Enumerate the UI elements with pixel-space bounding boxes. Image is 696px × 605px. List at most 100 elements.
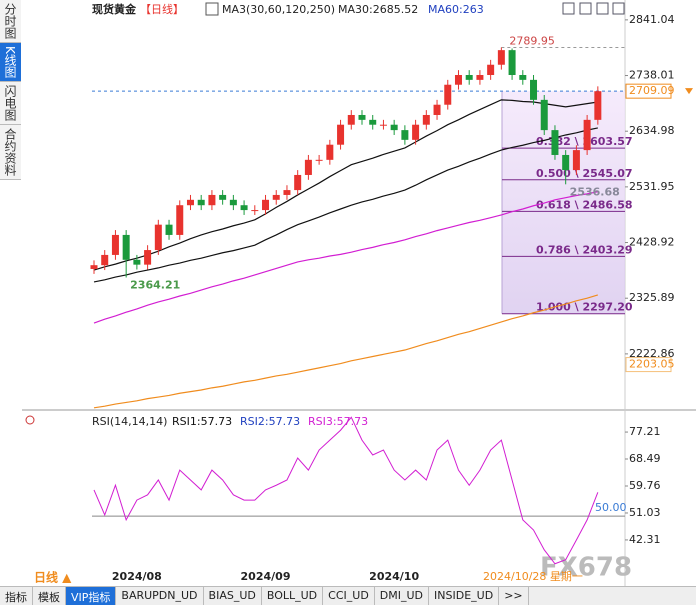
candle-body (111, 234, 119, 255)
indicator: MA3(30,60,120,250) (222, 3, 335, 16)
reference-label: 50.00 (595, 501, 627, 514)
tab[interactable]: 合约资料 (0, 124, 21, 180)
candle-body (326, 144, 334, 160)
rsi-title: RSI(14,14,14) (92, 415, 167, 428)
candle-body (197, 199, 205, 206)
tab[interactable]: BARUPDN_UD (116, 587, 204, 605)
fib-label: 1.000 \ 2297.20 (536, 301, 633, 314)
price-tag (625, 83, 672, 99)
icon[interactable] (612, 2, 625, 15)
candle-body (583, 119, 591, 151)
candle-body (208, 194, 216, 206)
candle-body (358, 114, 366, 120)
period-button[interactable]: 日线 ▲ (34, 570, 72, 585)
candle-body (379, 124, 387, 126)
candle-body (562, 154, 570, 171)
candle-body (165, 224, 173, 235)
candle-body (508, 50, 516, 75)
candle-body (390, 124, 398, 131)
x-tick-label: 2024/10 (369, 570, 419, 583)
price-tag-label: 2709.09 (629, 84, 675, 97)
candle-body (262, 199, 270, 211)
icon[interactable] (596, 2, 609, 15)
candle-body (154, 224, 162, 251)
y-tick-label: 2222.86 (629, 347, 675, 360)
candle-body (122, 234, 130, 260)
x-tick-label: 2024/09 (241, 570, 291, 583)
y-tick-label: 2738.01 (629, 69, 675, 82)
y-tick-label: 59.76 (629, 479, 661, 492)
low-label: 2364.21 (130, 279, 180, 292)
fib-label: 0.618 \ 2486.58 (536, 198, 633, 211)
tab[interactable]: 闪电图 (0, 81, 21, 125)
title: 现货黄金 (92, 2, 137, 16)
candle-body (337, 124, 345, 145)
x-tick-label: 2024/08 (112, 570, 162, 583)
icon[interactable] (205, 2, 219, 16)
legend-entry: RSI3:57.73 (308, 415, 368, 428)
candle-body (476, 75, 484, 80)
line (93, 127, 598, 283)
candle-body (465, 75, 473, 80)
y-tick-label: 68.49 (629, 452, 661, 465)
tab[interactable]: >> (499, 587, 529, 605)
legend-entry: RSI1:57.73 (172, 415, 232, 428)
chart: 现货黄金 【日线】 MA3(30,60,120,250) MA30:2685.5… (22, 0, 696, 586)
tab[interactable]: BIAS_UD (204, 587, 262, 605)
candle-body (294, 174, 302, 191)
candle-body (315, 159, 323, 161)
candle-body (594, 91, 602, 120)
candle-body (251, 210, 259, 212)
side-tag-label: 2203.05 (629, 358, 675, 371)
high-label: 2789.95 (509, 34, 555, 47)
side-tag (625, 357, 672, 373)
y-tick-label: 51.03 (629, 506, 661, 519)
candle-body (101, 254, 109, 266)
y-tick-label: 2325.89 (629, 291, 675, 304)
y-tick-label: 2841.04 (629, 13, 675, 26)
y-tick-label: 42.31 (629, 533, 661, 546)
y-tick-label: 2634.98 (629, 124, 675, 137)
candle-body (572, 150, 580, 171)
tab[interactable]: CCI_UD (323, 587, 375, 605)
fib-label: 0.786 \ 2403.29 (536, 243, 633, 256)
bottom-tabs: 指标 模板 VIP指标 BARUPDN_UD BIAS_UD BOLL_UD CCI_UD D… (0, 586, 696, 605)
y-tick-label: 77.21 (629, 425, 661, 438)
candle-body (433, 104, 441, 115)
candle-body (540, 99, 548, 131)
candle-body (229, 199, 237, 206)
ma-legend: MA60:263 (428, 3, 484, 16)
tab[interactable]: DMI_UD (375, 587, 430, 605)
tab[interactable]: BOLL_UD (262, 587, 324, 605)
icon[interactable] (579, 2, 592, 15)
tag-arrow (685, 88, 693, 95)
tab[interactable]: INSIDE_UD (429, 587, 500, 605)
toolbar (562, 2, 625, 15)
candle-body (454, 75, 462, 85)
period: 【日线】 (140, 2, 184, 16)
candle-body (176, 205, 184, 235)
ma-legend: MA30:2685.52 (338, 3, 418, 16)
candle-body (219, 194, 227, 200)
candle-body (304, 159, 312, 175)
line (93, 294, 599, 409)
icon[interactable] (562, 2, 575, 15)
icon[interactable] (25, 415, 35, 425)
tab[interactable]: 指标 (0, 587, 33, 605)
tab[interactable]: K线图 (0, 43, 21, 82)
line (93, 416, 599, 565)
legend-entry: RSI2:57.73 (240, 415, 300, 428)
tab[interactable]: 模板 (33, 587, 66, 605)
candle-body (519, 75, 527, 80)
candle-body (401, 130, 409, 140)
fib-label: 0.500 \ 2545.07 (536, 167, 633, 180)
candle-body (240, 205, 248, 211)
line (93, 191, 598, 324)
candle-body (444, 84, 452, 105)
tab[interactable]: 分时图 (0, 0, 21, 43)
watermark: FX678 (540, 553, 632, 583)
tab[interactable]: VIP指标 (66, 587, 117, 605)
candle-body (347, 114, 355, 125)
candle-body (497, 50, 505, 65)
